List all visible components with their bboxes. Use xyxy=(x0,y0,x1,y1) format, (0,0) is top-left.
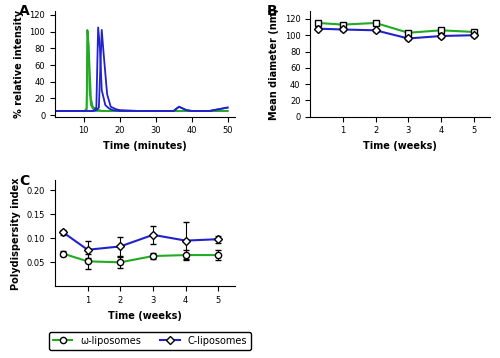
Y-axis label: % relative intensity: % relative intensity xyxy=(14,10,24,118)
X-axis label: Time (weeks): Time (weeks) xyxy=(108,311,182,321)
Y-axis label: Polydispersity index: Polydispersity index xyxy=(12,177,22,290)
X-axis label: Time (minutes): Time (minutes) xyxy=(103,141,187,151)
Text: A: A xyxy=(19,4,30,18)
Text: B: B xyxy=(267,4,278,18)
Text: C: C xyxy=(19,174,30,188)
Legend: ω-liposomes, C-liposomes: ω-liposomes, C-liposomes xyxy=(49,332,251,349)
X-axis label: Time (weeks): Time (weeks) xyxy=(363,141,437,151)
Y-axis label: Mean diameter (nm): Mean diameter (nm) xyxy=(269,8,279,120)
